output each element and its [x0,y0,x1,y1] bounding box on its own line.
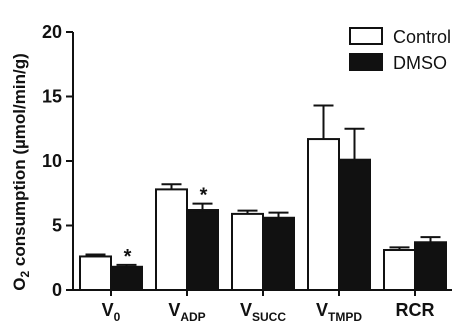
bars: ** [79,104,447,292]
bar-control [231,212,264,291]
legend-label-dmso: DMSO [393,53,447,73]
bar-dmso [338,158,371,291]
legend-label-control: Control [393,27,451,47]
x-tick-label: RCR [396,300,435,320]
bar-dmso [186,209,219,292]
x-tick-label: VTMPD [316,300,362,324]
y-tick-label: 10 [42,151,62,171]
y-tick-label: 20 [42,22,62,42]
bar-control [307,138,340,291]
y-tick-label: 5 [52,216,62,236]
x-tick-label: VADP [168,300,205,324]
bar-dmso [262,216,295,291]
x-tick-label: VSUCC [240,300,286,324]
significance-marker: * [200,185,208,207]
y-axis: 0 5 10 15 20 [42,22,74,300]
x-tick-label: V0 [102,300,121,324]
bar-control [79,255,112,291]
bar-dmso [110,265,143,291]
legend-swatch-dmso [349,53,383,71]
y-tick-label: 0 [52,280,62,300]
category-labels: V0 VADP VSUCC VTMPD RCR [102,300,435,324]
y-tick-label: 15 [42,87,62,107]
y-axis-label: O2 consumption (µmol/min/g) [10,53,32,290]
bar-control [155,188,188,292]
legend-swatch-control [349,27,383,45]
legend: Control DMSO [349,27,451,73]
significance-marker: * [124,246,132,268]
bar-control [383,249,416,291]
bar-dmso [414,241,447,292]
